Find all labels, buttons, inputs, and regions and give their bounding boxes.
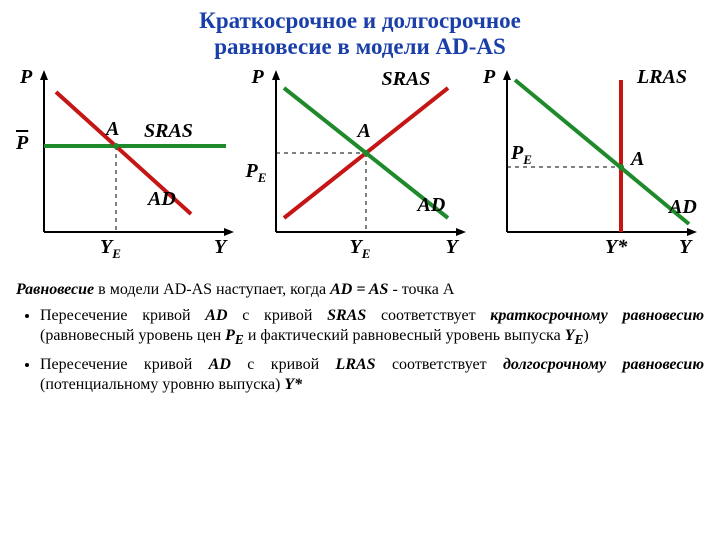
label-A: A [631,148,644,171]
point-a [363,150,369,156]
x-arrow [224,228,234,236]
label-P: P [252,66,264,89]
title-line2: равновесие в модели AD-AS [214,34,506,59]
label-YE: YE [350,236,371,262]
label-LRAS: LRAS [637,66,687,89]
label-AD: AD [418,194,446,217]
panel-lras: P LRAS РE A AD Y* Y [479,64,704,274]
label-P: P [20,66,32,89]
panel-sras-upward: P SRAS A РE AD YE Y [248,64,473,274]
point-a [618,164,624,170]
eq-word: Равновесие [16,281,94,298]
panel1-svg [16,64,241,274]
bullet-short-run: Пересечение кривой AD с кривой SRAS соот… [40,306,704,349]
label-Pbar: P [16,132,28,155]
ad-line [515,80,689,224]
bullet-long-run: Пересечение кривой AD с кривой LRAS соот… [40,355,704,395]
panel-sras-horizontal: P P A SRAS AD YE Y [16,64,241,274]
label-SRAS: SRAS [382,68,431,91]
label-P: P [483,66,495,89]
equilibrium-text: Равновесие в модели AD-AS наступает, ког… [16,280,704,300]
panel3-svg [479,64,704,274]
title-line1: Краткосрочное и долгосрочное [199,8,521,33]
label-Ystar: Y* [605,236,627,259]
label-AD: AD [148,188,176,211]
page-title: Краткосрочное и долгосрочное равновесие … [16,8,704,60]
label-A: A [358,120,371,143]
label-Y: Y [446,236,458,259]
label-PE: РE [511,142,532,168]
label-PE: РE [246,160,267,186]
axes [40,70,234,236]
diagram-row: P P A SRAS AD YE Y P SRAS A РE AD YE Y [16,64,704,274]
label-YE: YE [100,236,121,262]
y-arrow [40,70,48,80]
label-SRAS: SRAS [144,120,193,143]
point-a [113,143,119,149]
label-Y: Y [214,236,226,259]
bullets: Пересечение кривой AD с кривой SRAS соот… [16,306,704,395]
label-AD: AD [669,196,697,219]
label-Y: Y [679,236,691,259]
label-A: A [106,118,119,141]
